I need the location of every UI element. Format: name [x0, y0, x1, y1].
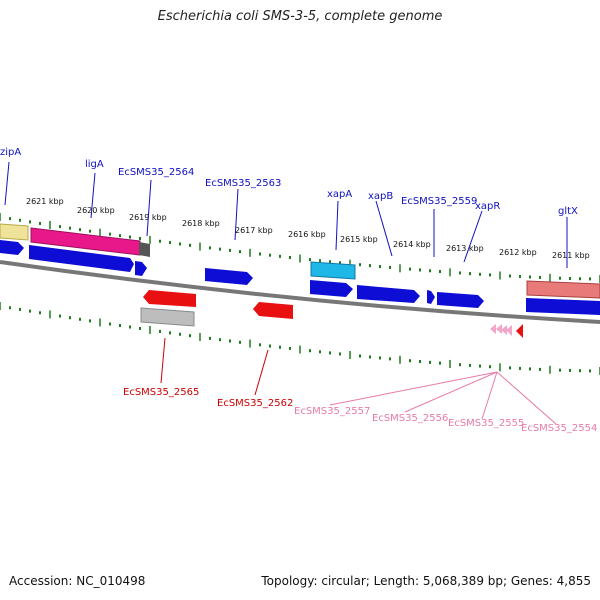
gene-arrow[interactable] — [526, 298, 600, 315]
map-title: Escherichia coli SMS-3-5, complete genom… — [157, 9, 443, 24]
scale-label: 2621 kbp — [26, 197, 64, 206]
gene-label-xapA[interactable]: xapA — [327, 189, 352, 200]
gene-arrow-small[interactable] — [496, 324, 502, 334]
gene-arrow[interactable] — [135, 261, 147, 276]
gene-label-EcSMS35-2555[interactable]: EcSMS35_2555 — [448, 418, 524, 429]
genome-backbone — [0, 260, 600, 324]
gene-arrow[interactable] — [0, 240, 24, 255]
gene-feature-EcSMS35-2564[interactable] — [139, 242, 150, 257]
accession-text: Accession: NC_010498 — [9, 574, 146, 588]
gene-feature-gltX[interactable] — [526, 280, 600, 299]
leader-line — [463, 210, 483, 263]
feature-blocks — [0, 223, 600, 338]
gene-arrow[interactable] — [205, 268, 253, 285]
scale-label: 2613 kbp — [446, 244, 484, 253]
label-leader-lines — [4, 161, 568, 425]
scale-label: 2615 kbp — [340, 235, 378, 244]
leader-line — [146, 179, 152, 237]
leader-line — [90, 172, 96, 219]
gene-label-EcSMS35-2562[interactable]: EcSMS35_2562 — [217, 398, 293, 409]
gene-arrow-small[interactable] — [516, 324, 523, 338]
scale-label: 2611 kbp — [552, 251, 590, 260]
gene-label-EcSMS35-2559[interactable]: EcSMS35_2559 — [401, 196, 477, 207]
gene-arrow-small[interactable] — [506, 325, 512, 336]
bottom-gene-labels: EcSMS35_2565 EcSMS35_2562 EcSMS35_2557 E… — [123, 387, 597, 434]
lower-scale-ticks — [0, 302, 600, 375]
gene-arrow[interactable] — [437, 292, 484, 308]
gene-label-xapR[interactable]: xapR — [475, 201, 500, 212]
topology-text: Topology: circular; Length: 5,068,389 bp… — [261, 574, 591, 588]
gene-arrow[interactable] — [427, 290, 435, 304]
scale-label: 2617 kbp — [235, 226, 273, 235]
leader-line — [254, 349, 269, 396]
scale-label: 2616 kbp — [288, 230, 326, 239]
leader-line — [496, 371, 557, 425]
leader-line — [160, 337, 166, 384]
top-gene-labels: zipA ligA EcSMS35_2564 EcSMS35_2563 xapA… — [0, 147, 578, 217]
leader-line — [4, 161, 10, 206]
gene-label-zipA[interactable]: zipA — [0, 147, 21, 158]
leader-line — [329, 371, 498, 406]
gene-label-EcSMS35-2556[interactable]: EcSMS35_2556 — [372, 413, 448, 424]
upper-scale-ticks — [0, 213, 600, 283]
scale-label: 2618 kbp — [182, 219, 220, 228]
gene-arrow[interactable] — [29, 245, 134, 272]
gene-arrow[interactable] — [357, 285, 420, 303]
gene-label-ligA[interactable]: ligA — [85, 159, 104, 170]
leader-line — [234, 188, 239, 241]
leader-line — [404, 371, 498, 413]
leader-line — [375, 200, 393, 257]
gene-label-xapB[interactable]: xapB — [368, 191, 393, 202]
scale-label: 2612 kbp — [499, 248, 537, 257]
gene-arrow-reverse[interactable] — [253, 302, 293, 319]
gene-label-EcSMS35-2565[interactable]: EcSMS35_2565 — [123, 387, 199, 398]
gene-label-EcSMS35-2564[interactable]: EcSMS35_2564 — [118, 167, 194, 178]
leader-line — [481, 371, 498, 420]
gene-block-EcSMS35-2565[interactable] — [140, 307, 195, 327]
gene-label-EcSMS35-2557[interactable]: EcSMS35_2557 — [294, 406, 370, 417]
gene-arrow-small[interactable] — [501, 325, 507, 335]
gene-arrow-small[interactable] — [490, 324, 496, 334]
scale-label: 2614 kbp — [393, 240, 431, 249]
gene-feature-zipA[interactable] — [0, 223, 29, 241]
gene-label-gltX[interactable]: gltX — [558, 206, 578, 217]
gene-label-EcSMS35-2554[interactable]: EcSMS35_2554 — [521, 423, 597, 434]
gene-feature-xapA[interactable] — [310, 261, 356, 280]
gene-arrow-reverse[interactable] — [143, 290, 196, 307]
scale-label: 2620 kbp — [77, 206, 115, 215]
gene-arrow[interactable] — [310, 280, 353, 297]
gene-label-EcSMS35-2563[interactable]: EcSMS35_2563 — [205, 178, 281, 189]
leader-line — [335, 200, 339, 251]
